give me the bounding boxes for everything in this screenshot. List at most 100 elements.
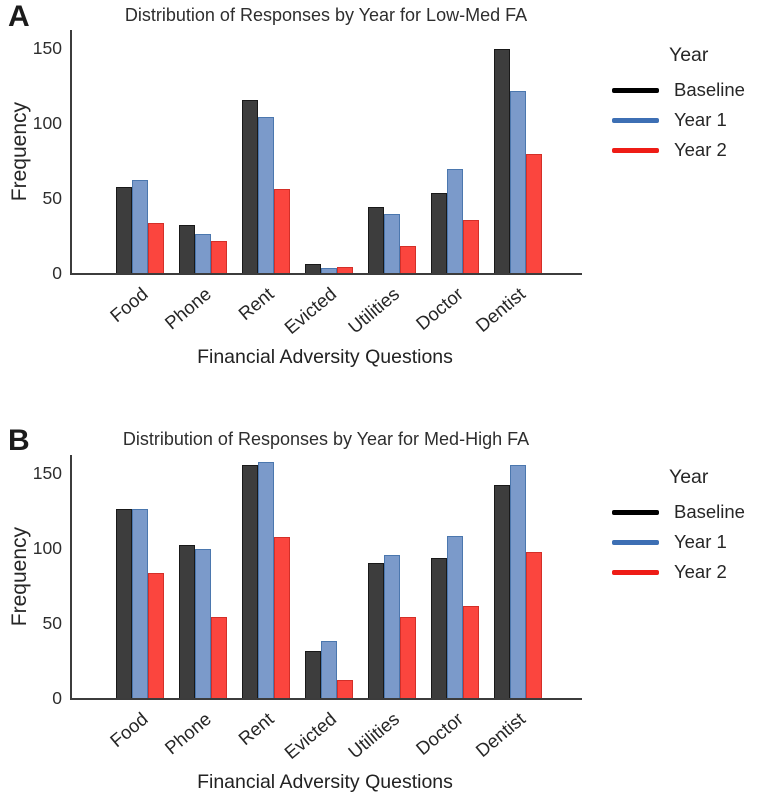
bar-year-2-dentist (526, 154, 542, 273)
bar-group-doctor (431, 169, 479, 273)
bar-group-dentist (494, 465, 542, 698)
legend-entry-baseline: Baseline (612, 75, 768, 105)
panel-a-x-axis-title: Financial Adversity Questions (197, 346, 453, 368)
bar-group-evicted (305, 641, 353, 698)
x-tick-label-rent: Rent (234, 708, 278, 750)
bar-year-1-utilities (384, 555, 400, 698)
bar-group-phone (179, 545, 227, 698)
panel-b-legend: Year Baseline Year 1 Year 2 (612, 466, 768, 587)
y-tick-label-100: 100 (32, 112, 62, 133)
bar-year-1-phone (195, 234, 211, 273)
x-tick-label-phone: Phone (160, 708, 215, 759)
bar-group-utilities (368, 555, 416, 698)
bar-year-1-food (132, 509, 148, 698)
bar-group-utilities (368, 207, 416, 273)
legend-label-year-1: Year 1 (674, 531, 727, 552)
y-tick-label-0: 0 (52, 687, 62, 708)
y-tick-label-50: 50 (42, 612, 62, 633)
bar-year-2-phone (211, 241, 227, 273)
x-tick-label-phone: Phone (160, 283, 215, 334)
bar-baseline-phone (179, 545, 195, 698)
x-tick-label-evicted: Evicted (280, 708, 341, 764)
bar-year-1-dentist (510, 91, 526, 273)
panel-b-title: Distribution of Responses by Year for Me… (122, 429, 530, 449)
bar-year-1-rent (258, 117, 274, 273)
x-tick-labels: Food Phone Rent Evicted Utilities Doctor Denti… (70, 702, 580, 774)
bar-year-2-doctor (463, 606, 479, 698)
panel-a-title: Distribution of Responses by Year for Lo… (124, 5, 528, 25)
legend-entry-year-2: Year 2 (612, 135, 768, 165)
legend-swatch-year-1 (612, 539, 659, 545)
panel-b: B Distribution of Responses by Year for … (0, 400, 768, 799)
bar-baseline-food (116, 509, 132, 698)
bar-year-2-phone (211, 617, 227, 698)
y-axis-title-text: Frequency (8, 101, 31, 202)
panel-a-legend: Year Baseline Year 1 Year 2 (612, 44, 768, 165)
bar-year-2-evicted (337, 267, 353, 273)
bar-year-1-doctor (447, 536, 463, 698)
legend-label-year-1: Year 1 (674, 109, 727, 130)
bar-baseline-rent (242, 465, 258, 698)
y-tick-label-100: 100 (32, 537, 62, 558)
legend-entry-year-1: Year 1 (612, 105, 768, 135)
legend-entries: Baseline Year 1 Year 2 (612, 497, 768, 587)
panel-a-label: A (8, 0, 30, 33)
y-tick-label-150: 150 (32, 37, 62, 58)
bar-year-2-utilities (400, 246, 416, 273)
bar-year-2-dentist (526, 552, 542, 698)
bar-baseline-utilities (368, 563, 384, 698)
bar-year-2-evicted (337, 680, 353, 698)
panel-a: A Distribution of Responses by Year for … (6, 0, 768, 368)
bar-baseline-dentist (494, 485, 510, 698)
bar-baseline-utilities (368, 207, 384, 273)
bar-baseline-dentist (494, 49, 510, 273)
x-tick-label-doctor: Doctor (411, 708, 467, 760)
bar-year-2-food (148, 223, 164, 273)
bar-year-1-evicted (321, 268, 337, 273)
legend-entry-baseline: Baseline (612, 497, 768, 527)
legend-label-baseline: Baseline (674, 79, 745, 100)
x-tick-label-rent: Rent (234, 283, 278, 325)
bar-year-2-doctor (463, 220, 479, 273)
legend-swatch-baseline (612, 509, 659, 515)
bar-baseline-rent (242, 100, 258, 273)
x-tick-label-utilities: Utilities (344, 283, 404, 338)
bar-group-rent (242, 462, 290, 698)
bar-year-2-food (148, 573, 164, 698)
x-tick-labels: Food Phone Rent Evicted Utilities Doctor Denti… (70, 277, 580, 349)
x-tick-label-food: Food (105, 708, 152, 752)
x-tick-label-dentist: Dentist (471, 283, 530, 337)
bar-baseline-doctor (431, 193, 447, 273)
bar-group-doctor (431, 536, 479, 698)
y-tick-label-50: 50 (42, 187, 62, 208)
legend-title: Year (669, 466, 709, 488)
bar-year-1-doctor (447, 169, 463, 273)
x-tick-label-food: Food (105, 283, 152, 327)
bar-year-2-rent (274, 537, 290, 698)
bar-group-phone (179, 225, 227, 273)
legend-title: Year (669, 44, 709, 66)
bar-year-1-food (132, 180, 148, 273)
x-tick-label-doctor: Doctor (411, 283, 467, 335)
y-axis-title-text: Frequency (8, 526, 31, 627)
bar-baseline-evicted (305, 264, 321, 273)
y-tick-label-150: 150 (32, 462, 62, 483)
legend-label-year-2: Year 2 (674, 561, 727, 582)
panel-b-y-axis-title: Frequency (6, 455, 34, 698)
bar-year-1-rent (258, 462, 274, 698)
legend-entry-year-1: Year 1 (612, 527, 768, 557)
bar-year-1-phone (195, 549, 211, 698)
plot-area: 0 50 100 150 (33, 455, 582, 706)
bar-group-food (116, 509, 164, 698)
x-tick-label-dentist: Dentist (471, 708, 530, 762)
y-tick-label-0: 0 (52, 262, 62, 283)
legend-entry-year-2: Year 2 (612, 557, 768, 587)
bar-year-2-utilities (400, 617, 416, 698)
bar-baseline-evicted (305, 651, 321, 698)
bar-year-1-dentist (510, 465, 526, 698)
panel-a-y-axis-title: Frequency (6, 30, 34, 273)
legend-swatch-year-2 (612, 569, 659, 575)
bar-baseline-food (116, 187, 132, 273)
legend-entries: Baseline Year 1 Year 2 (612, 75, 768, 165)
